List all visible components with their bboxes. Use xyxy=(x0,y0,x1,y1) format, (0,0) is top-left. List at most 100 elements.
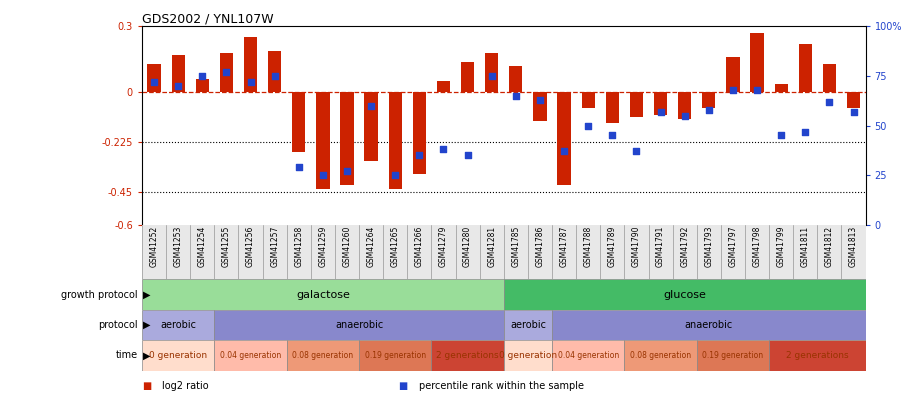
Text: GSM41256: GSM41256 xyxy=(246,226,255,267)
Text: 0.04 generation: 0.04 generation xyxy=(220,351,281,360)
Text: aerobic: aerobic xyxy=(160,320,196,330)
Text: anaerobic: anaerobic xyxy=(335,320,383,330)
Point xyxy=(485,73,499,79)
Text: GDS2002 / YNL107W: GDS2002 / YNL107W xyxy=(142,12,274,25)
Text: galactose: galactose xyxy=(296,290,350,300)
Bar xyxy=(365,92,377,161)
Text: 2 generations: 2 generations xyxy=(436,351,499,360)
Bar xyxy=(504,279,866,310)
Text: GSM41789: GSM41789 xyxy=(608,226,616,267)
Point xyxy=(315,172,330,179)
Point xyxy=(677,112,692,119)
Bar xyxy=(552,310,866,340)
Text: GSM41255: GSM41255 xyxy=(222,226,231,267)
Text: GSM41281: GSM41281 xyxy=(487,226,496,267)
Point xyxy=(170,83,185,89)
Point xyxy=(605,132,619,139)
Point xyxy=(774,132,789,139)
Point xyxy=(267,73,282,79)
Text: GSM41812: GSM41812 xyxy=(825,226,834,267)
Bar xyxy=(558,92,571,185)
Text: ■: ■ xyxy=(398,381,408,391)
Point xyxy=(629,148,644,155)
Text: GSM41797: GSM41797 xyxy=(728,226,737,267)
Text: GSM41792: GSM41792 xyxy=(681,226,689,267)
Text: GSM41811: GSM41811 xyxy=(801,226,810,267)
Bar xyxy=(750,33,764,92)
Bar xyxy=(678,92,692,119)
Text: GSM41799: GSM41799 xyxy=(777,226,786,267)
Point xyxy=(340,168,354,175)
Point xyxy=(508,93,523,99)
Text: GSM41793: GSM41793 xyxy=(704,226,714,267)
Point xyxy=(532,96,547,103)
Text: GSM41264: GSM41264 xyxy=(366,226,376,267)
Bar xyxy=(552,340,625,371)
Text: GSM41266: GSM41266 xyxy=(415,226,424,267)
Bar xyxy=(431,340,504,371)
Bar xyxy=(244,37,257,92)
Text: aerobic: aerobic xyxy=(510,320,546,330)
Text: 0.08 generation: 0.08 generation xyxy=(630,351,692,360)
Text: GSM41254: GSM41254 xyxy=(198,226,207,267)
Bar xyxy=(214,310,504,340)
Text: 2 generations: 2 generations xyxy=(786,351,849,360)
Text: GSM41791: GSM41791 xyxy=(656,226,665,267)
Bar xyxy=(485,53,498,92)
Text: GSM41787: GSM41787 xyxy=(560,226,569,267)
Text: GSM41798: GSM41798 xyxy=(753,226,761,267)
Bar xyxy=(504,340,552,371)
Point xyxy=(364,102,378,109)
Text: GSM41813: GSM41813 xyxy=(849,226,858,267)
Point xyxy=(219,69,234,75)
Bar xyxy=(799,44,812,92)
Text: GSM41258: GSM41258 xyxy=(294,226,303,267)
Text: 0.19 generation: 0.19 generation xyxy=(365,351,426,360)
Text: 0.08 generation: 0.08 generation xyxy=(292,351,354,360)
Point xyxy=(195,73,210,79)
Bar xyxy=(147,64,160,92)
Bar xyxy=(268,51,281,92)
Point xyxy=(822,98,836,105)
Bar xyxy=(533,92,547,121)
Point xyxy=(702,107,716,113)
Text: percentile rank within the sample: percentile rank within the sample xyxy=(419,381,583,391)
Bar xyxy=(461,62,474,92)
Text: GSM41279: GSM41279 xyxy=(439,226,448,267)
Point xyxy=(749,87,764,93)
Point xyxy=(725,87,740,93)
Text: GSM41265: GSM41265 xyxy=(391,226,399,267)
Text: GSM41280: GSM41280 xyxy=(463,226,472,267)
Text: time: time xyxy=(115,350,137,360)
Text: protocol: protocol xyxy=(98,320,137,330)
Text: ▶: ▶ xyxy=(143,290,150,300)
Bar xyxy=(769,340,866,371)
Bar xyxy=(341,92,354,185)
Text: glucose: glucose xyxy=(663,290,706,300)
Bar xyxy=(196,79,209,92)
Bar xyxy=(605,92,619,124)
Text: GSM41252: GSM41252 xyxy=(149,226,158,267)
Bar xyxy=(287,340,359,371)
Text: GSM41260: GSM41260 xyxy=(343,226,352,267)
Bar xyxy=(582,92,594,108)
Point xyxy=(581,122,595,129)
Text: GSM41259: GSM41259 xyxy=(319,226,327,267)
Text: growth protocol: growth protocol xyxy=(60,290,137,300)
Bar xyxy=(654,92,667,115)
Text: anaerobic: anaerobic xyxy=(684,320,733,330)
Text: GSM41785: GSM41785 xyxy=(511,226,520,267)
Point xyxy=(291,164,306,171)
Bar xyxy=(726,57,739,92)
Point xyxy=(436,146,451,153)
Bar xyxy=(775,84,788,92)
Bar xyxy=(697,340,769,371)
Text: ▶: ▶ xyxy=(143,320,150,330)
Bar xyxy=(703,92,715,108)
Text: 0.19 generation: 0.19 generation xyxy=(703,351,764,360)
Bar xyxy=(171,55,185,92)
Text: GSM41790: GSM41790 xyxy=(632,226,641,267)
Point xyxy=(653,109,668,115)
Bar xyxy=(142,310,214,340)
Text: GSM41253: GSM41253 xyxy=(174,226,182,267)
